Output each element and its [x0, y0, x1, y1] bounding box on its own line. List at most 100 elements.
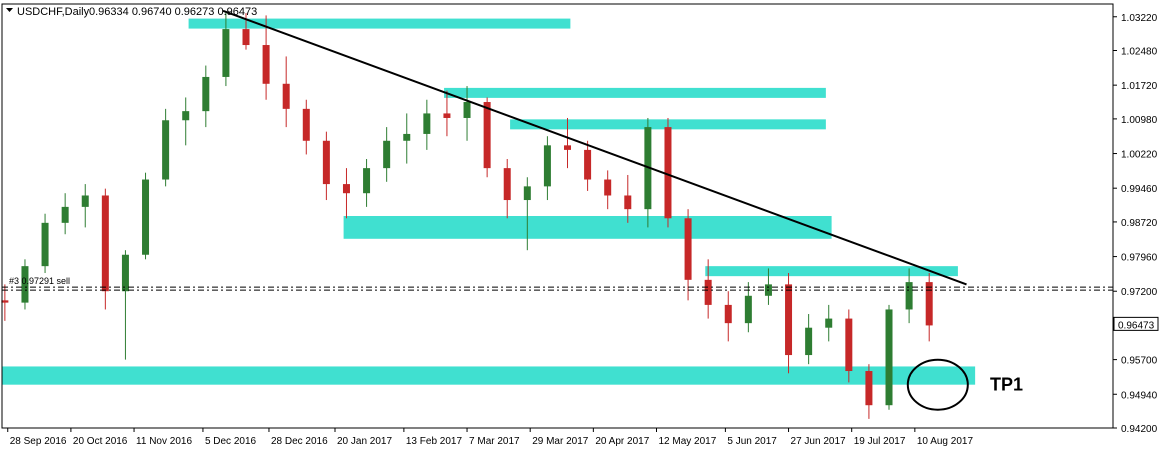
candle-body: [664, 127, 672, 219]
candle: [664, 117, 672, 228]
zone-rect-6: [2, 366, 976, 385]
candle: [443, 90, 451, 137]
x-tick-label: 27 Jun 2017: [791, 436, 846, 447]
candle-body: [322, 140, 330, 185]
candle: [845, 309, 853, 383]
candle-body: [463, 102, 471, 118]
candle-body: [905, 282, 913, 310]
candle-body: [483, 102, 491, 169]
y-tick-label: 0.95700: [1121, 356, 1158, 367]
candle-body: [403, 133, 411, 141]
candle: [202, 65, 210, 128]
y-tick-label: 1.00220: [1121, 150, 1158, 161]
x-tick-label: 19 Jul 2017: [854, 436, 906, 447]
candle: [604, 170, 612, 210]
candle-body: [182, 111, 190, 121]
candle: [564, 117, 572, 169]
candle: [463, 86, 471, 141]
y-tick-label: 1.02480: [1121, 47, 1158, 58]
candle: [81, 184, 89, 228]
candle-body: [724, 304, 732, 324]
candle: [925, 272, 933, 342]
candle-body: [342, 184, 350, 194]
candle: [483, 97, 491, 178]
candle: [61, 193, 69, 235]
x-tick-label: 29 Mar 2017: [532, 436, 589, 447]
candle-body: [845, 318, 853, 372]
zone-rect-4: [343, 216, 832, 239]
candle: [363, 159, 371, 207]
candle: [162, 108, 170, 187]
candle-body: [684, 218, 692, 280]
candle-body: [363, 168, 371, 194]
x-tick-label: 20 Oct 2016: [73, 436, 128, 447]
y-tick-label: 0.94940: [1121, 390, 1158, 401]
x-tick-label: 28 Sep 2016: [10, 436, 67, 447]
candle-body: [1, 300, 9, 303]
x-axis: 28 Sep 2016 20 Oct 2016 11 Nov 2016 5 Dec 2…: [7, 428, 974, 447]
candle: [523, 177, 531, 251]
candle-body: [825, 318, 833, 328]
x-tick-label: 13 Feb 2017: [406, 436, 463, 447]
candle-body: [584, 149, 592, 180]
candle: [684, 209, 692, 301]
candle-body: [704, 279, 712, 305]
candle-body: [81, 195, 89, 207]
candle: [21, 259, 29, 310]
candle-body: [61, 206, 69, 223]
candle: [222, 10, 230, 87]
candle: [322, 131, 330, 201]
candle-body: [925, 282, 933, 326]
candle: [101, 188, 109, 310]
candle-body: [262, 45, 270, 84]
price-tag-background: [1113, 316, 1159, 331]
candle: [704, 259, 712, 319]
candle: [543, 136, 551, 201]
candle: [805, 314, 813, 365]
y-tick-label: 0.99460: [1121, 184, 1158, 195]
symbol-label: USDCHF,Daily: [17, 6, 90, 18]
x-tick-label: 11 Nov 2016: [136, 436, 192, 447]
candle-body: [101, 195, 109, 292]
x-tick-label: 7 Mar 2017: [469, 436, 520, 447]
y-tick-label: 1.03220: [1121, 13, 1158, 24]
chart-header: USDCHF,Daily 0.96334 0.96740 0.96273 0.9…: [6, 6, 257, 18]
x-tick-label: 12 May 2017: [658, 436, 716, 447]
candle: [825, 304, 833, 342]
candle: [262, 15, 270, 100]
candle: [584, 140, 592, 191]
y-tick-label: 0.97960: [1121, 253, 1158, 264]
target-ellipse: [906, 358, 969, 411]
candle-body: [41, 222, 49, 267]
y-tick-label: 0.98720: [1121, 218, 1158, 229]
candle-body: [503, 168, 511, 201]
y-tick-label: 0.94200: [1121, 424, 1158, 435]
candle-body: [383, 140, 391, 169]
candle-body: [604, 179, 612, 196]
candle: [503, 159, 511, 219]
candle-layer: [1, 10, 933, 419]
dropdown-arrow-icon[interactable]: [6, 8, 13, 12]
y-tick-label: 0.97200: [1121, 287, 1158, 298]
candle: [724, 291, 732, 342]
price-tag-text: 0.96473: [1118, 320, 1155, 331]
candle-body: [805, 327, 813, 356]
x-tick-label: 5 Dec 2016: [205, 436, 257, 447]
zone-rect-1: [188, 18, 571, 29]
candle: [142, 172, 150, 260]
candle: [865, 364, 873, 419]
candle: [403, 113, 411, 164]
candle-body: [222, 29, 230, 77]
candle-body: [785, 284, 793, 356]
candle: [383, 127, 391, 182]
candle-body: [865, 371, 873, 406]
current-price-tag: 0.96473: [1113, 316, 1159, 331]
order-line-label: #3 0.97291 sell: [9, 276, 70, 286]
zone-rect-2: [444, 87, 826, 98]
candle-body: [121, 254, 129, 292]
candle-body: [202, 76, 210, 112]
x-tick-label: 10 Aug 2017: [917, 436, 974, 447]
candle-body: [282, 83, 290, 109]
candle-body: [423, 113, 431, 134]
